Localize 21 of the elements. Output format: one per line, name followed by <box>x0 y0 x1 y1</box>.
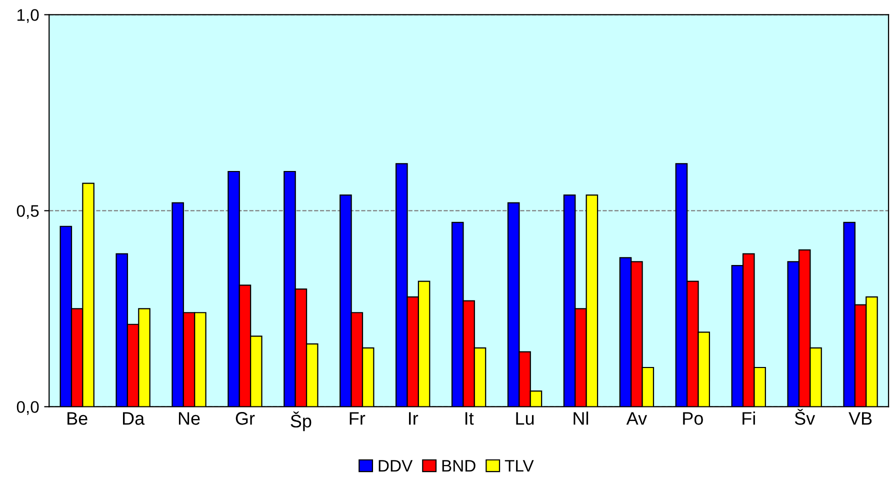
y-tick-label: 0,5 <box>16 205 39 219</box>
legend-label: DDV <box>378 460 413 472</box>
x-tick-label: Šp <box>290 412 312 432</box>
legend-label: TLV <box>504 460 534 472</box>
x-tick-label: Po <box>683 412 703 425</box>
y-tick-label: 0,0 <box>16 401 39 415</box>
x-tick-label: Nl <box>574 412 588 425</box>
x-tick-label: Lu <box>516 412 534 425</box>
x-tick-label: Av <box>626 412 648 425</box>
x-tick-label: Fr <box>350 412 366 425</box>
x-tick-label: Fi <box>742 412 755 425</box>
x-tick-label: Ne <box>178 412 200 425</box>
x-tick-label: Šv <box>794 408 816 425</box>
x-tick-label: It <box>465 412 474 425</box>
x-tick-label: Ir <box>409 412 418 425</box>
x-tick-label: Gr <box>236 412 255 425</box>
x-tick-label: VB <box>848 412 872 425</box>
y-tick-label: 1,0 <box>17 9 39 23</box>
x-tick-label: Be <box>68 412 88 425</box>
x-tick-label: Da <box>123 412 145 425</box>
legend-label: BND <box>442 460 476 472</box>
